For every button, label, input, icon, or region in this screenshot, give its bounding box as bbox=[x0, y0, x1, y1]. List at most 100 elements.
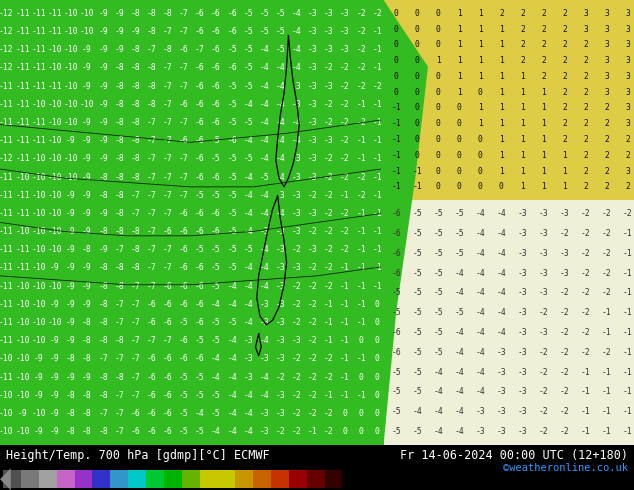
Text: -1: -1 bbox=[602, 407, 612, 416]
Text: -1: -1 bbox=[372, 264, 382, 272]
Text: 0: 0 bbox=[436, 88, 441, 97]
Text: -6: -6 bbox=[211, 209, 221, 218]
Text: -9: -9 bbox=[98, 63, 108, 73]
Text: -2: -2 bbox=[324, 172, 333, 181]
Text: -10: -10 bbox=[63, 45, 78, 54]
Text: -11: -11 bbox=[0, 209, 14, 218]
Text: -5: -5 bbox=[227, 154, 237, 163]
Text: 1: 1 bbox=[541, 119, 546, 128]
Text: -3: -3 bbox=[308, 81, 318, 91]
Text: -4: -4 bbox=[227, 336, 237, 345]
Text: -2: -2 bbox=[324, 100, 333, 109]
Text: 0: 0 bbox=[375, 372, 380, 382]
Text: -6: -6 bbox=[163, 409, 172, 418]
Text: -6: -6 bbox=[195, 81, 205, 91]
Text: -8: -8 bbox=[131, 100, 140, 109]
Text: -9: -9 bbox=[50, 391, 60, 400]
Text: -6: -6 bbox=[211, 100, 221, 109]
Text: -6: -6 bbox=[163, 427, 172, 436]
Text: -2: -2 bbox=[602, 249, 612, 258]
Text: 0: 0 bbox=[359, 427, 363, 436]
Text: -1: -1 bbox=[623, 427, 633, 436]
Text: -11: -11 bbox=[0, 172, 14, 181]
Text: -8: -8 bbox=[146, 27, 157, 36]
Text: -1: -1 bbox=[372, 63, 382, 73]
Text: 0: 0 bbox=[415, 151, 420, 160]
Text: -9: -9 bbox=[66, 282, 75, 291]
Text: -4: -4 bbox=[259, 282, 269, 291]
Text: -10: -10 bbox=[31, 227, 46, 236]
Text: -10: -10 bbox=[63, 27, 78, 36]
Text: -6: -6 bbox=[163, 372, 172, 382]
Text: -11: -11 bbox=[31, 45, 46, 54]
Text: -2: -2 bbox=[539, 368, 548, 377]
Text: -6: -6 bbox=[391, 328, 401, 337]
Text: -1: -1 bbox=[356, 136, 366, 145]
Text: -4: -4 bbox=[476, 348, 485, 357]
Text: -6: -6 bbox=[211, 45, 221, 54]
Text: -3: -3 bbox=[517, 229, 527, 238]
Text: -4: -4 bbox=[227, 354, 237, 364]
Text: -2: -2 bbox=[372, 9, 382, 18]
Text: -4: -4 bbox=[227, 282, 237, 291]
Text: -8: -8 bbox=[82, 391, 92, 400]
Text: 3: 3 bbox=[625, 9, 630, 18]
Text: -8: -8 bbox=[114, 282, 124, 291]
Text: -2: -2 bbox=[356, 27, 366, 36]
Text: -7: -7 bbox=[131, 191, 140, 200]
Text: -4: -4 bbox=[243, 391, 253, 400]
Text: 2: 2 bbox=[604, 103, 609, 113]
Text: -8: -8 bbox=[98, 427, 108, 436]
Text: -10: -10 bbox=[63, 154, 78, 163]
Text: -3: -3 bbox=[517, 328, 527, 337]
Text: -1: -1 bbox=[340, 391, 350, 400]
Text: -10: -10 bbox=[31, 264, 46, 272]
Text: 1: 1 bbox=[541, 103, 546, 113]
Text: 0: 0 bbox=[375, 300, 380, 309]
Text: -1: -1 bbox=[324, 336, 333, 345]
Text: -7: -7 bbox=[131, 391, 140, 400]
Text: -3: -3 bbox=[324, 27, 333, 36]
Text: -5: -5 bbox=[195, 427, 205, 436]
Text: -2: -2 bbox=[560, 288, 569, 297]
Text: -1: -1 bbox=[372, 191, 382, 200]
Text: 0: 0 bbox=[457, 151, 462, 160]
Text: -5: -5 bbox=[455, 229, 464, 238]
Text: -1: -1 bbox=[372, 227, 382, 236]
Text: -11: -11 bbox=[15, 245, 30, 254]
Text: 0: 0 bbox=[342, 427, 347, 436]
Text: -1: -1 bbox=[372, 100, 382, 109]
Text: -9: -9 bbox=[131, 27, 140, 36]
Text: 0: 0 bbox=[436, 119, 441, 128]
Text: -7: -7 bbox=[146, 245, 157, 254]
Text: 1: 1 bbox=[562, 151, 567, 160]
Text: -11: -11 bbox=[15, 209, 30, 218]
Text: -7: -7 bbox=[146, 282, 157, 291]
Text: -1: -1 bbox=[372, 45, 382, 54]
Text: -10: -10 bbox=[31, 318, 46, 327]
Text: 0: 0 bbox=[478, 151, 483, 160]
Text: -4: -4 bbox=[455, 288, 464, 297]
Text: -1: -1 bbox=[372, 245, 382, 254]
Text: -2: -2 bbox=[340, 154, 350, 163]
Text: -3: -3 bbox=[276, 354, 285, 364]
Text: 3: 3 bbox=[583, 24, 588, 34]
Text: -4: -4 bbox=[455, 269, 464, 277]
Text: 0: 0 bbox=[415, 135, 420, 144]
Text: 0: 0 bbox=[394, 9, 399, 18]
Text: -4: -4 bbox=[455, 368, 464, 377]
Text: -2: -2 bbox=[581, 348, 590, 357]
Text: 0: 0 bbox=[436, 182, 441, 192]
Text: 3: 3 bbox=[604, 40, 609, 49]
Text: 2: 2 bbox=[520, 24, 525, 34]
Text: -4: -4 bbox=[476, 249, 485, 258]
Text: -7: -7 bbox=[179, 154, 188, 163]
Text: -10: -10 bbox=[48, 118, 62, 127]
Text: -8: -8 bbox=[114, 100, 124, 109]
Text: -6: -6 bbox=[391, 229, 401, 238]
Text: -2: -2 bbox=[581, 328, 590, 337]
Text: -4: -4 bbox=[276, 136, 285, 145]
Text: 0: 0 bbox=[436, 72, 441, 81]
Text: -7: -7 bbox=[179, 81, 188, 91]
Text: -9: -9 bbox=[98, 209, 108, 218]
